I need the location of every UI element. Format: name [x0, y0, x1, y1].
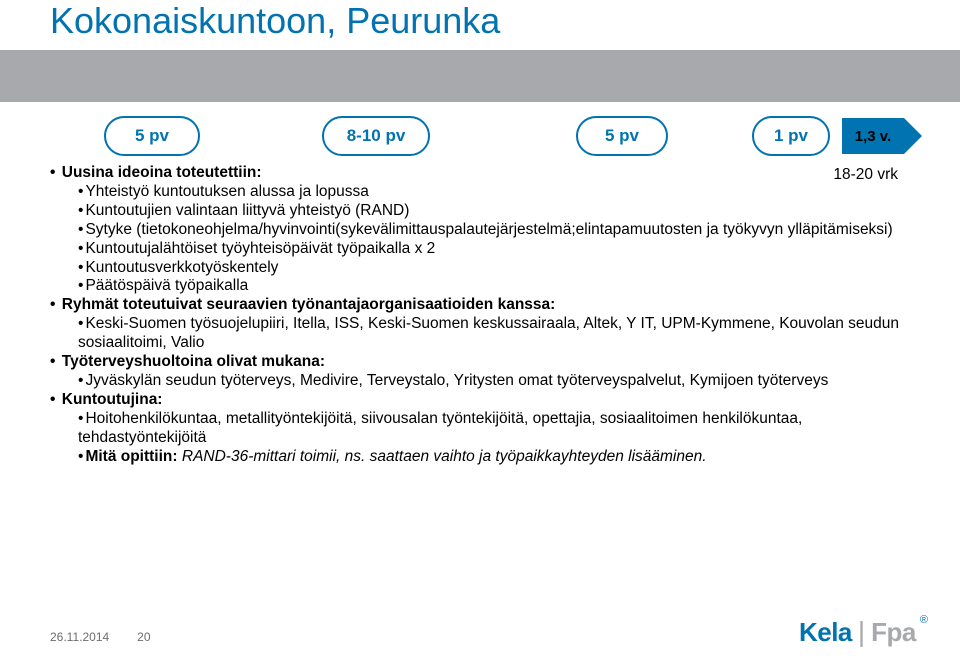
uusina-item: Kuntoutujalähtöiset työyhteisöpäivät työ…	[78, 240, 910, 259]
uusina-item: Kuntoutujien valintaan liittyvä yhteisty…	[78, 202, 910, 221]
ryhmat-item: Keski-Suomen työsuojelupiiri, Itella, IS…	[78, 315, 910, 353]
timeline-duration-arrow: 1,3 v.	[842, 118, 904, 154]
page-title: Kokonaiskuntoon, Peurunka	[50, 0, 500, 42]
timeline-pill-1: 5 pv	[104, 116, 200, 156]
uusina-item: Kuntoutusverkkotyöskentely	[78, 259, 910, 278]
timeline: 5 pv 8-10 pv 5 pv 1 pv 1,3 v.	[0, 116, 960, 162]
timeline-pill-3: 5 pv	[576, 116, 668, 156]
brand-logo: Kela | Fpa ®	[799, 616, 930, 648]
tyoterveys-heading: Työterveyshuoltoina olivat mukana:	[62, 353, 325, 370]
logo-fpa: Fpa	[871, 617, 916, 648]
logo-kela: Kela	[799, 617, 852, 648]
content-body: Uusina ideoina toteutettiin: Yhteistyö k…	[50, 164, 910, 467]
uusina-item: Päätöspäivä työpaikalla	[78, 277, 910, 296]
logo-divider: |	[858, 616, 865, 648]
uusina-item: Yhteistyö kuntoutuksen alussa ja lopussa	[78, 183, 910, 202]
footer: 26.11.2014 20	[50, 630, 151, 644]
timeline-pill-4: 1 pv	[752, 116, 830, 156]
logo-reg-icon: ®	[920, 614, 928, 626]
timeline-pill-2: 8-10 pv	[322, 116, 430, 156]
kuntoutujina-item: Hoitohenkilökuntaa, metallityöntekijöitä…	[78, 410, 910, 448]
footer-date: 26.11.2014	[50, 630, 109, 644]
uusina-item: Sytyke (tietokoneohjelma/hyvinvointi(syk…	[78, 221, 910, 240]
ryhmat-heading: Ryhmät toteutuivat seuraavien työnantaja…	[62, 296, 556, 313]
mita-opittiin: Mitä opittiin: RAND-36-mittari toimii, n…	[78, 448, 910, 467]
footer-page: 20	[137, 630, 150, 644]
uusina-heading: Uusina ideoina toteutettiin:	[62, 164, 262, 181]
gray-band	[0, 50, 960, 102]
kuntoutujina-heading: Kuntoutujina:	[62, 391, 163, 408]
tyoterveys-item: Jyväskylän seudun työterveys, Medivire, …	[78, 372, 910, 391]
